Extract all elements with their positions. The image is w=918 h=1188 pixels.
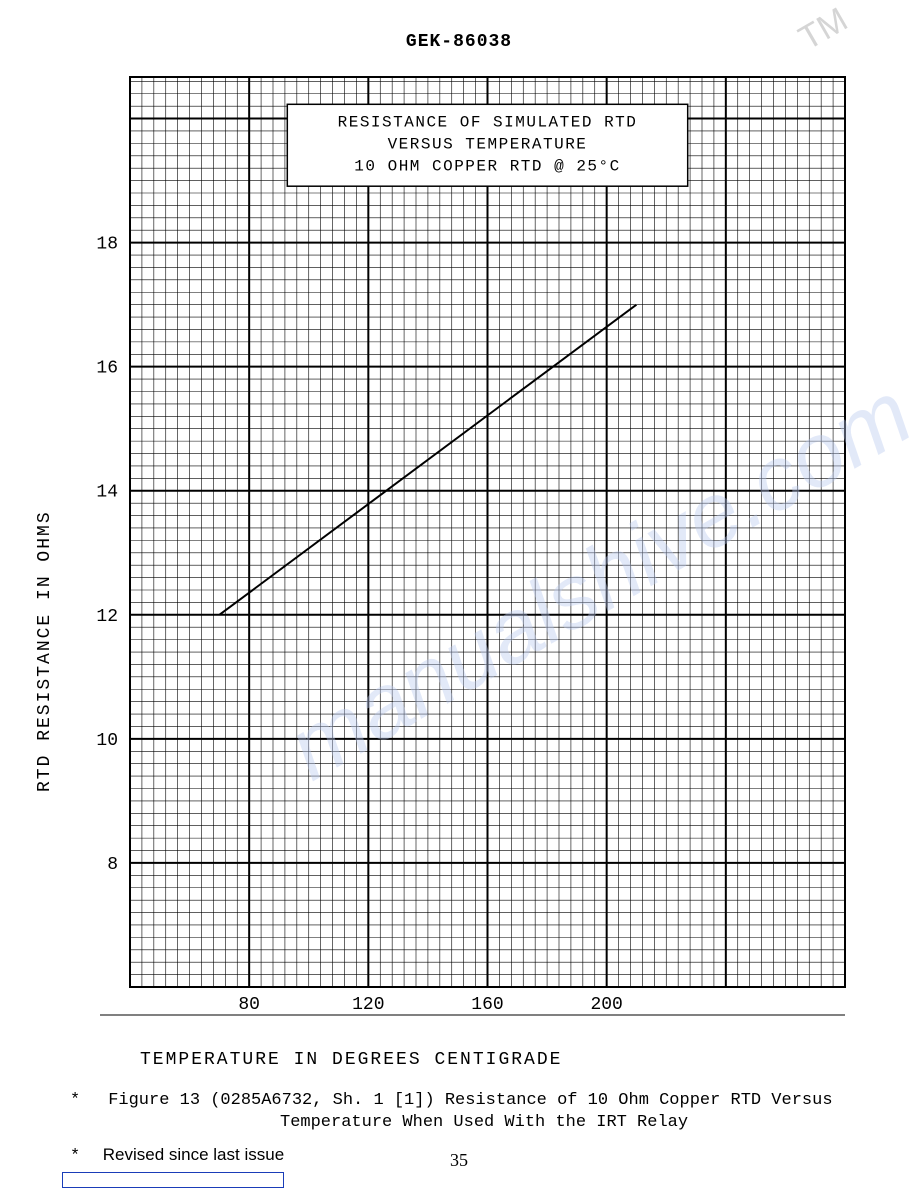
svg-text:14: 14 <box>96 483 118 503</box>
doc-id-header: GEK-86038 <box>0 32 918 52</box>
caption-line1: Figure 13 (0285A6732, Sh. 1 [1]) Resista… <box>108 1091 832 1110</box>
figure-caption: * Figure 13 (0285A6732, Sh. 1 [1]) Resis… <box>70 1090 870 1134</box>
svg-text:160: 160 <box>471 995 503 1015</box>
blue-highlight-box <box>62 1172 284 1188</box>
svg-text:120: 120 <box>352 995 384 1015</box>
svg-text:16: 16 <box>96 359 118 379</box>
svg-text:10 OHM COPPER RTD @ 25°C: 10 OHM COPPER RTD @ 25°C <box>354 157 620 175</box>
y-axis-label: RTD RESISTANCE IN OHMS <box>35 0 55 792</box>
svg-text:8: 8 <box>107 855 118 875</box>
svg-text:200: 200 <box>590 995 622 1015</box>
page-number: 35 <box>0 1150 918 1171</box>
chart-container: 80 120 160 200 8 10 12 14 16 18 RESISTANCE OF SIMU… <box>55 72 855 1032</box>
caption-asterisk: * <box>70 1090 98 1112</box>
svg-text:80: 80 <box>238 995 260 1015</box>
x-axis-label: TEMPERATURE IN DEGREES CENTIGRADE <box>140 1050 562 1070</box>
svg-text:12: 12 <box>96 607 118 627</box>
svg-text:VERSUS TEMPERATURE: VERSUS TEMPERATURE <box>388 135 588 153</box>
svg-text:18: 18 <box>96 235 118 255</box>
caption-line2: Temperature When Used With the IRT Relay <box>70 1112 870 1134</box>
chart-svg: 80 120 160 200 8 10 12 14 16 18 RESISTANCE OF SIMU… <box>55 72 855 1032</box>
svg-text:RESISTANCE OF SIMULATED RTD: RESISTANCE OF SIMULATED RTD <box>338 113 638 131</box>
svg-text:10: 10 <box>96 731 118 751</box>
